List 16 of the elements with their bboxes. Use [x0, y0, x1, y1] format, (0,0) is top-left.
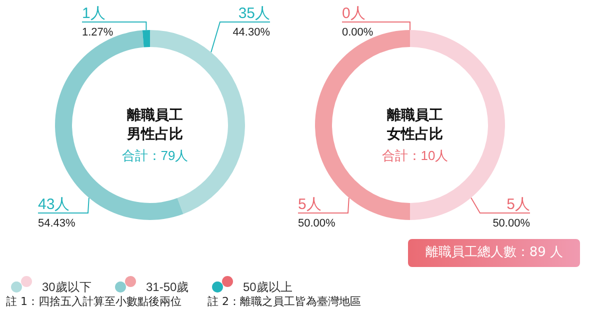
text: 註 2：離職之員工皆為臺灣地區 [208, 294, 361, 309]
text: 0人 0.00% [342, 5, 374, 38]
text: 合計：79人 [122, 148, 188, 163]
text: 註 1：四捨五入計算至小數點後兩位 [6, 294, 182, 309]
data-label: 5人 50.00% [492, 196, 530, 230]
data-label: 5人 50.00% [298, 196, 336, 230]
text: 離職員工女性占比 [386, 106, 443, 142]
legend-label: 31-50歲 [146, 280, 189, 294]
legend-label: 30歲以下 [42, 280, 92, 294]
text: 合計：10人 [382, 148, 448, 163]
text: 離職員工男性占比 [126, 106, 183, 142]
data-label: 1人 1.27% [82, 5, 114, 38]
data-label: 35人 44.30% [232, 5, 270, 38]
data-label: 43人 54.43% [38, 196, 76, 230]
legend-label: 50歲以上 [243, 280, 292, 294]
text: 離職員工總人數：89 人 [408, 239, 580, 267]
